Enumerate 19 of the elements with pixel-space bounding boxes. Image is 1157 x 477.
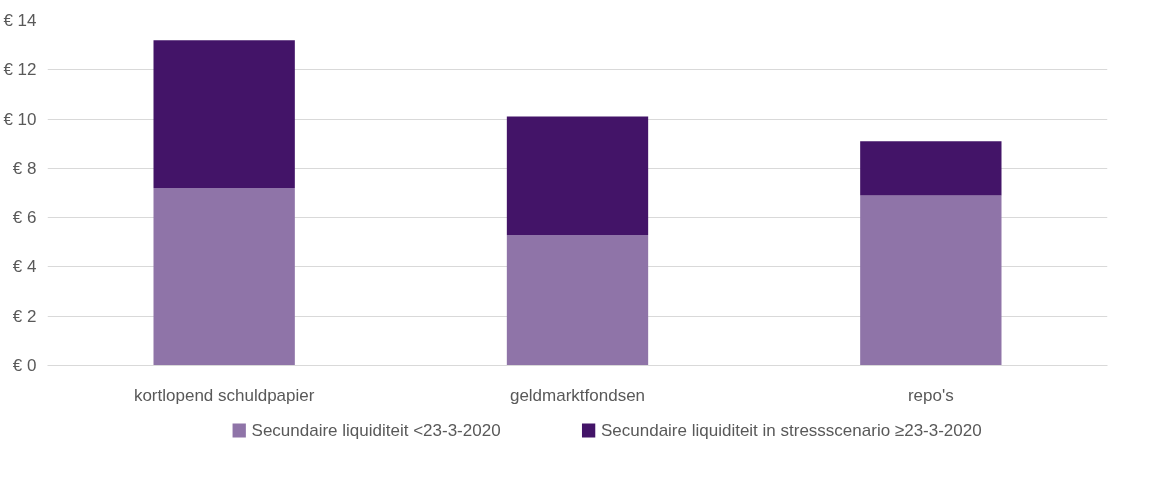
y-tick-label: € 12 (3, 60, 37, 80)
bar (860, 195, 1002, 366)
legend-label: Secundaire liquiditeit <23-3-2020 (251, 421, 501, 440)
bar (153, 40, 295, 189)
bar (506, 116, 649, 235)
x-tick-label: kortlopend schuldpapier (133, 385, 315, 405)
bar (153, 188, 295, 366)
x-tick-label: repo's (907, 385, 954, 405)
bar (860, 141, 1002, 196)
y-tick-label: € 4 (12, 257, 37, 277)
y-tick-label: € 8 (12, 158, 37, 178)
y-tick-label: € 2 (12, 306, 37, 326)
y-tick-label: € 6 (12, 208, 37, 228)
y-tick-label: € 14 (3, 11, 37, 30)
x-tick-label: geldmarktfondsen (509, 385, 646, 405)
bar (506, 234, 649, 366)
legend-label: Secundaire liquiditeit in stressscenario ≥23-3-2020 (600, 421, 982, 440)
y-tick-label: € 10 (3, 109, 37, 129)
y-tick-label: € 0 (12, 356, 37, 375)
